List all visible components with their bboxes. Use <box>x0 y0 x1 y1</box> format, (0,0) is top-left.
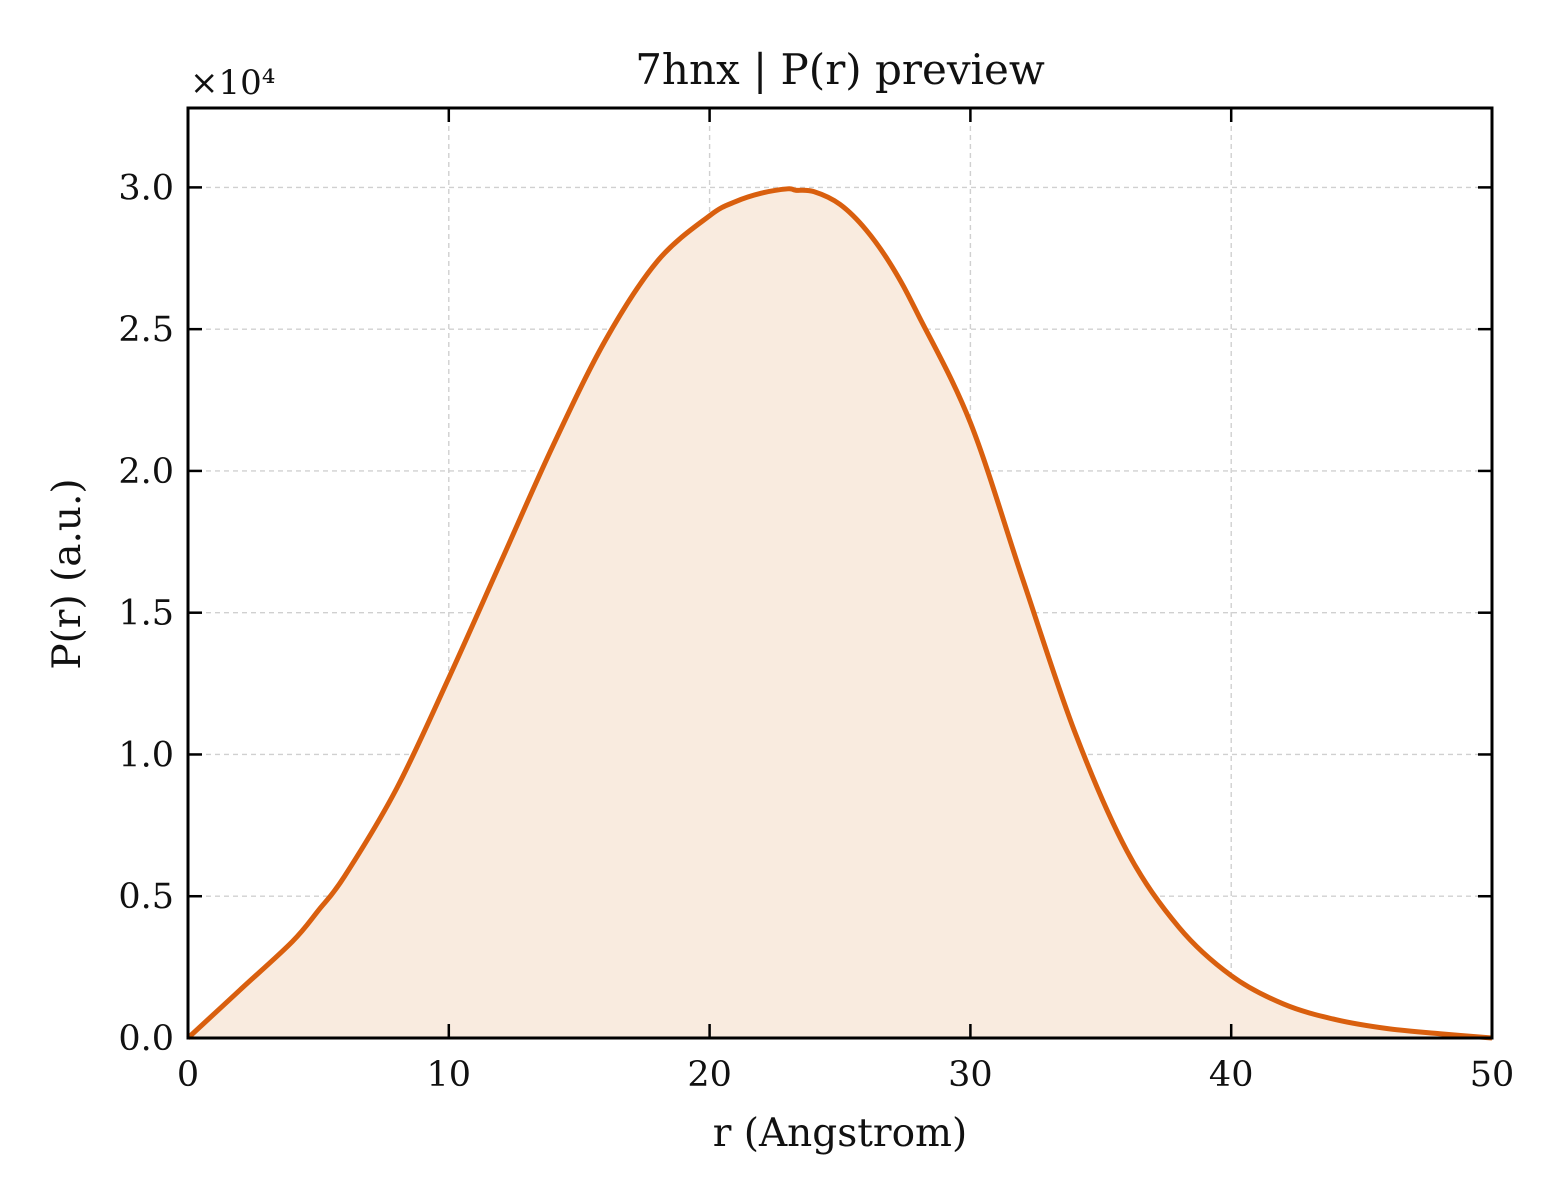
y-axis-label: P(r) (a.u.) <box>45 478 90 669</box>
y-multiplier-label: ×10⁴ <box>190 63 275 103</box>
y-tick-label: 2.5 <box>118 310 174 350</box>
y-tick-label: 2.0 <box>118 452 174 492</box>
area-fill <box>188 188 1492 1038</box>
y-tick-labels: 0.0 0.5 1.0 1.5 2.0 2.5 3.0 <box>118 168 174 1059</box>
y-tick-label: 0.5 <box>118 877 174 917</box>
plot-frame <box>186 106 1494 1040</box>
y-tick-label: 0.0 <box>118 1019 174 1059</box>
x-tick-label: 50 <box>1470 1055 1515 1095</box>
x-tick-label: 0 <box>177 1055 199 1095</box>
series-line <box>186 186 1493 1041</box>
y-tick-label: 1.5 <box>118 594 174 634</box>
axis-ticks <box>186 108 1494 1040</box>
x-tick-label: 20 <box>687 1055 732 1095</box>
x-tick-label: 10 <box>427 1055 472 1095</box>
chart-title: 7hnx | P(r) preview <box>635 45 1045 94</box>
x-tick-label: 30 <box>948 1055 993 1095</box>
x-tick-label: 40 <box>1209 1055 1254 1095</box>
x-axis-label: r (Angstrom) <box>713 1111 968 1156</box>
x-tick-labels: 0 10 20 30 40 50 <box>177 1055 1514 1095</box>
y-tick-label: 1.0 <box>118 735 174 775</box>
y-tick-label: 3.0 <box>118 168 174 208</box>
